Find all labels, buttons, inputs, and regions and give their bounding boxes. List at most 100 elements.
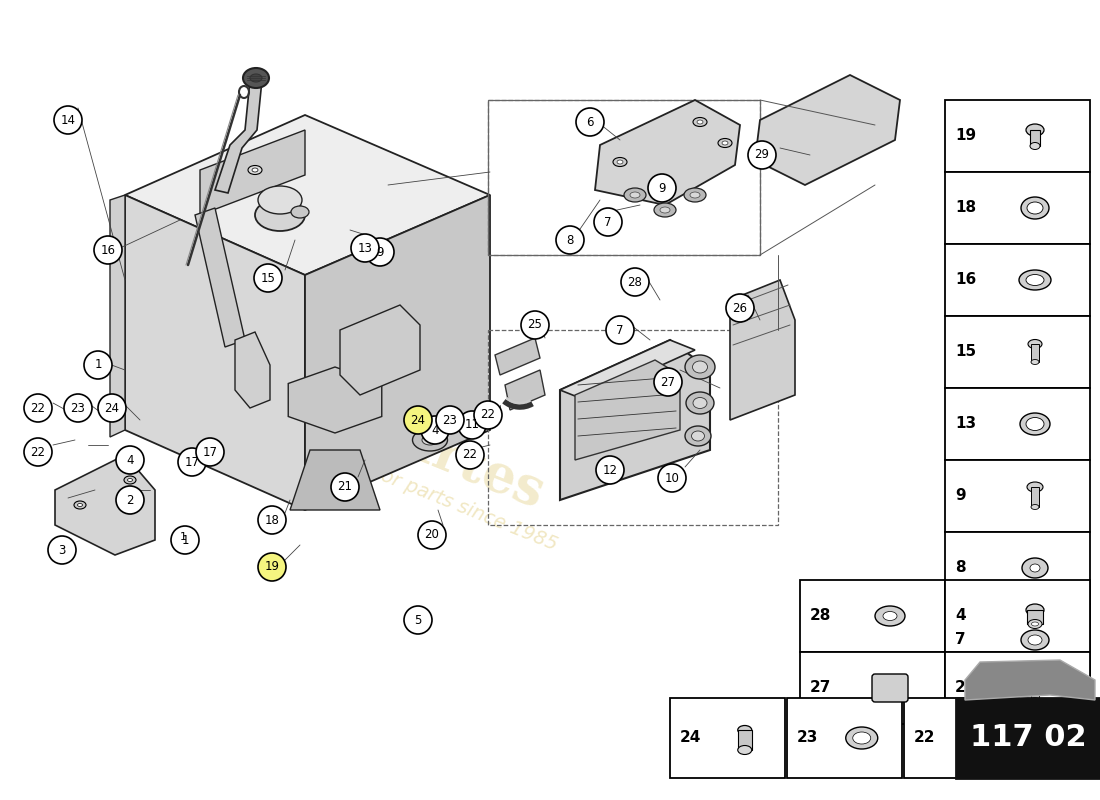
Text: 27: 27 [660,375,675,389]
Circle shape [331,473,359,501]
Bar [945,580,1090,652]
Circle shape [258,553,286,581]
Ellipse shape [852,732,871,744]
Bar [945,244,1090,316]
Circle shape [654,368,682,396]
Text: 24: 24 [410,414,426,426]
Ellipse shape [1026,124,1044,136]
Ellipse shape [1021,197,1049,219]
Circle shape [170,526,199,554]
Text: 23: 23 [70,402,86,414]
Text: 29: 29 [755,149,770,162]
Polygon shape [235,332,270,408]
Bar [488,330,778,525]
Text: 28: 28 [810,609,832,623]
Text: 27: 27 [810,681,832,695]
Ellipse shape [846,727,878,749]
Ellipse shape [692,431,704,441]
Ellipse shape [243,68,270,88]
Text: 23: 23 [798,730,818,746]
Text: 15: 15 [955,345,976,359]
Ellipse shape [412,429,448,451]
Ellipse shape [738,726,751,734]
Polygon shape [305,195,490,510]
Text: 7: 7 [955,633,966,647]
Circle shape [556,226,584,254]
Circle shape [474,401,502,429]
Text: 22: 22 [31,402,45,414]
Circle shape [404,606,432,634]
Ellipse shape [74,501,86,509]
Ellipse shape [693,118,707,126]
Ellipse shape [1030,564,1040,572]
Bar [670,698,785,778]
Text: 26: 26 [733,302,748,314]
Text: 28: 28 [628,275,642,289]
Circle shape [748,141,775,169]
Text: 117 02: 117 02 [970,723,1087,753]
Ellipse shape [1031,505,1040,510]
Text: 4: 4 [955,609,966,623]
Circle shape [94,236,122,264]
Circle shape [54,106,82,134]
Text: 16: 16 [955,273,977,287]
Text: 18: 18 [955,201,976,215]
Polygon shape [340,305,420,395]
Ellipse shape [128,478,132,482]
Polygon shape [110,195,125,437]
Bar [945,604,1090,676]
Text: 21: 21 [338,481,352,494]
Ellipse shape [1022,558,1048,578]
Ellipse shape [697,120,703,124]
Circle shape [24,438,52,466]
Ellipse shape [874,606,905,626]
Text: 16: 16 [100,243,116,257]
Bar [945,100,1090,172]
Text: 1: 1 [182,534,189,546]
Ellipse shape [722,141,728,145]
Text: 2: 2 [126,494,134,506]
Ellipse shape [693,398,707,409]
Ellipse shape [613,158,627,166]
Polygon shape [200,130,305,215]
Text: 12: 12 [603,463,617,477]
Bar [738,730,751,750]
Ellipse shape [250,74,262,82]
Circle shape [648,174,676,202]
Text: 1: 1 [179,532,187,542]
Polygon shape [755,75,900,185]
Circle shape [421,416,449,444]
Polygon shape [560,340,695,400]
Text: 9: 9 [658,182,666,194]
Ellipse shape [1028,619,1042,629]
Text: 13: 13 [955,417,976,431]
Text: 19: 19 [264,561,279,574]
Ellipse shape [624,188,646,202]
Text: eurospartes: eurospartes [208,341,552,519]
Circle shape [606,316,634,344]
Text: 20: 20 [425,529,439,542]
Circle shape [594,208,621,236]
Ellipse shape [255,199,305,231]
Text: 19: 19 [955,129,976,143]
Circle shape [98,394,126,422]
Bar [1027,610,1043,624]
Bar [945,388,1090,460]
FancyBboxPatch shape [872,674,908,702]
Bar [488,100,760,255]
Ellipse shape [974,735,983,741]
Ellipse shape [1027,202,1043,214]
Ellipse shape [1020,413,1050,435]
Circle shape [196,438,224,466]
Bar [1031,680,1040,700]
Bar [945,652,1090,724]
Text: 4: 4 [431,423,439,437]
Bar [956,698,1100,778]
Bar [904,698,1019,778]
Circle shape [84,351,112,379]
Text: 22: 22 [31,446,45,458]
Bar [945,316,1090,388]
Ellipse shape [718,138,732,147]
Text: 4: 4 [126,454,134,466]
Ellipse shape [654,203,676,217]
